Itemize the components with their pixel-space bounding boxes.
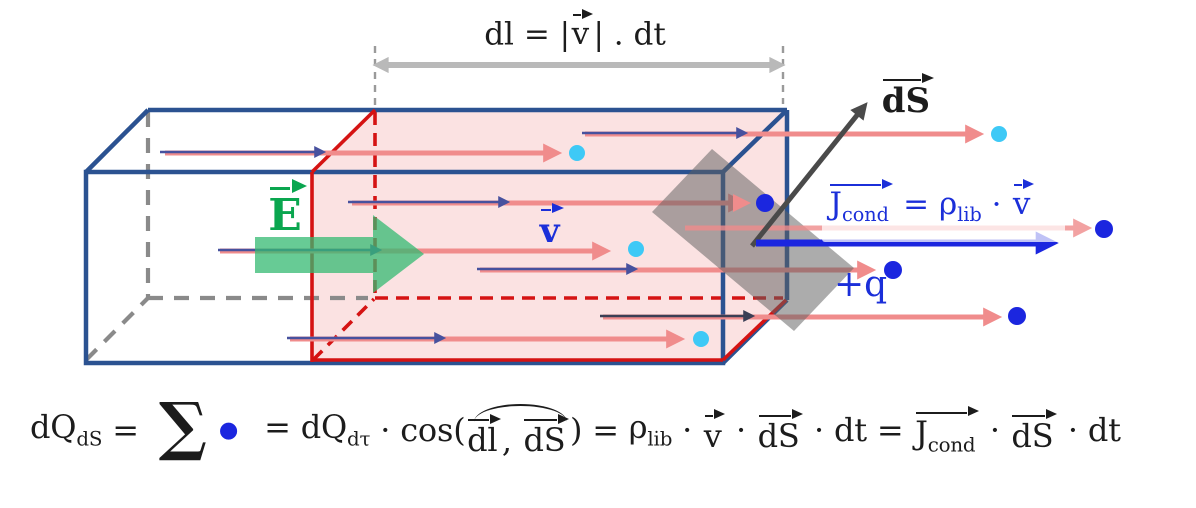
velocity-arrowhead-on-surface xyxy=(733,194,751,212)
length-label: dl = |v | . dt xyxy=(452,8,698,51)
surface-normal-arrow xyxy=(750,102,868,248)
length-measurement xyxy=(372,46,786,108)
current-density-label: Jcond = ρlib · v xyxy=(822,176,1065,242)
surface-normal-label: dS xyxy=(880,72,935,120)
efield-arrow xyxy=(255,215,424,293)
drift-arrows xyxy=(160,127,756,344)
surface-element xyxy=(652,149,854,331)
charge-flux-formula: dQdS = ∑ ● = dQdτ · cos(dl, dS) = ρlib · v… xyxy=(30,388,1121,464)
box-hidden-edges xyxy=(84,112,368,362)
charge-label: +q xyxy=(834,264,888,305)
efield-label: E xyxy=(266,179,308,239)
charge-dots-cyan xyxy=(569,126,1007,347)
velocity-label: v xyxy=(538,202,564,250)
charge-dots-blue xyxy=(756,194,1113,325)
